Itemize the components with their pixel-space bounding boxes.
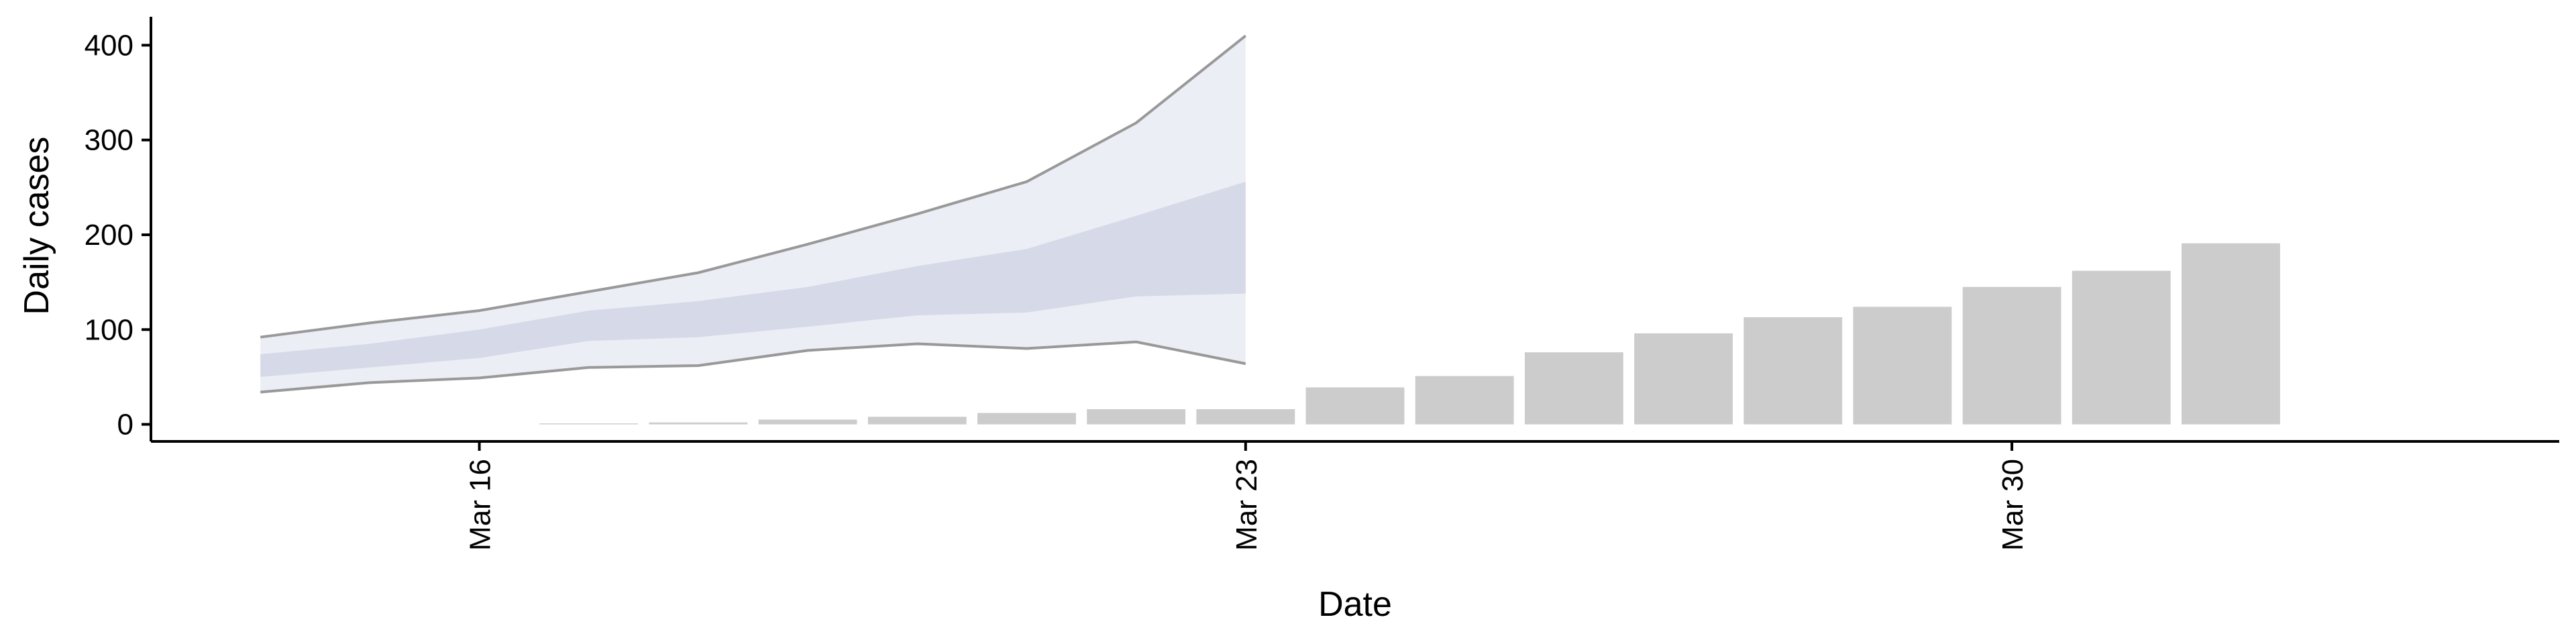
forecast-upper-line bbox=[260, 34, 1247, 339]
bar-2020-03-20 bbox=[867, 417, 967, 425]
x-tick-label: Mar 30 bbox=[1996, 459, 2029, 551]
x-axis-title: Date bbox=[1318, 585, 1392, 624]
y-tick-label: 400 bbox=[85, 29, 133, 62]
bar-2020-03-26 bbox=[1524, 352, 1623, 425]
bar-2020-03-24 bbox=[1305, 387, 1405, 425]
forecast-outer-band bbox=[260, 36, 1246, 392]
bars-layer bbox=[539, 243, 2280, 425]
y-tick-label: 0 bbox=[117, 409, 133, 441]
x-tick-label: Mar 16 bbox=[464, 459, 497, 551]
y-axis-title: Daily cases bbox=[17, 137, 56, 315]
y-tick-label: 300 bbox=[85, 124, 133, 157]
bar-2020-04-01 bbox=[2182, 243, 2280, 425]
y-tick-label: 100 bbox=[85, 313, 133, 346]
bar-2020-03-21 bbox=[977, 413, 1076, 425]
bar-2020-03-31 bbox=[2072, 270, 2171, 425]
bar-2020-03-30 bbox=[1962, 286, 2061, 425]
bar-2020-03-19 bbox=[758, 419, 857, 425]
bar-2020-03-29 bbox=[1853, 307, 1952, 425]
bar-2020-03-22 bbox=[1087, 409, 1186, 425]
ticks-layer: 0 100 200 300 400 Mar 16 Mar 23 Mar 30 bbox=[85, 29, 2030, 551]
bar-2020-03-27 bbox=[1634, 333, 1733, 425]
axes-layer bbox=[150, 17, 2559, 443]
y-tick-label: 200 bbox=[85, 219, 133, 252]
bar-2020-03-18 bbox=[649, 422, 748, 425]
bar-2020-03-28 bbox=[1743, 317, 1843, 425]
bar-2020-03-25 bbox=[1415, 376, 1514, 425]
bar-2020-03-17 bbox=[539, 423, 639, 425]
bar-2020-03-23 bbox=[1196, 409, 1295, 425]
forecast-inner-band bbox=[260, 181, 1246, 377]
x-tick-label: Mar 23 bbox=[1230, 459, 1263, 551]
forecast-lower-line bbox=[260, 340, 1246, 394]
forecast-layer bbox=[260, 34, 1247, 394]
